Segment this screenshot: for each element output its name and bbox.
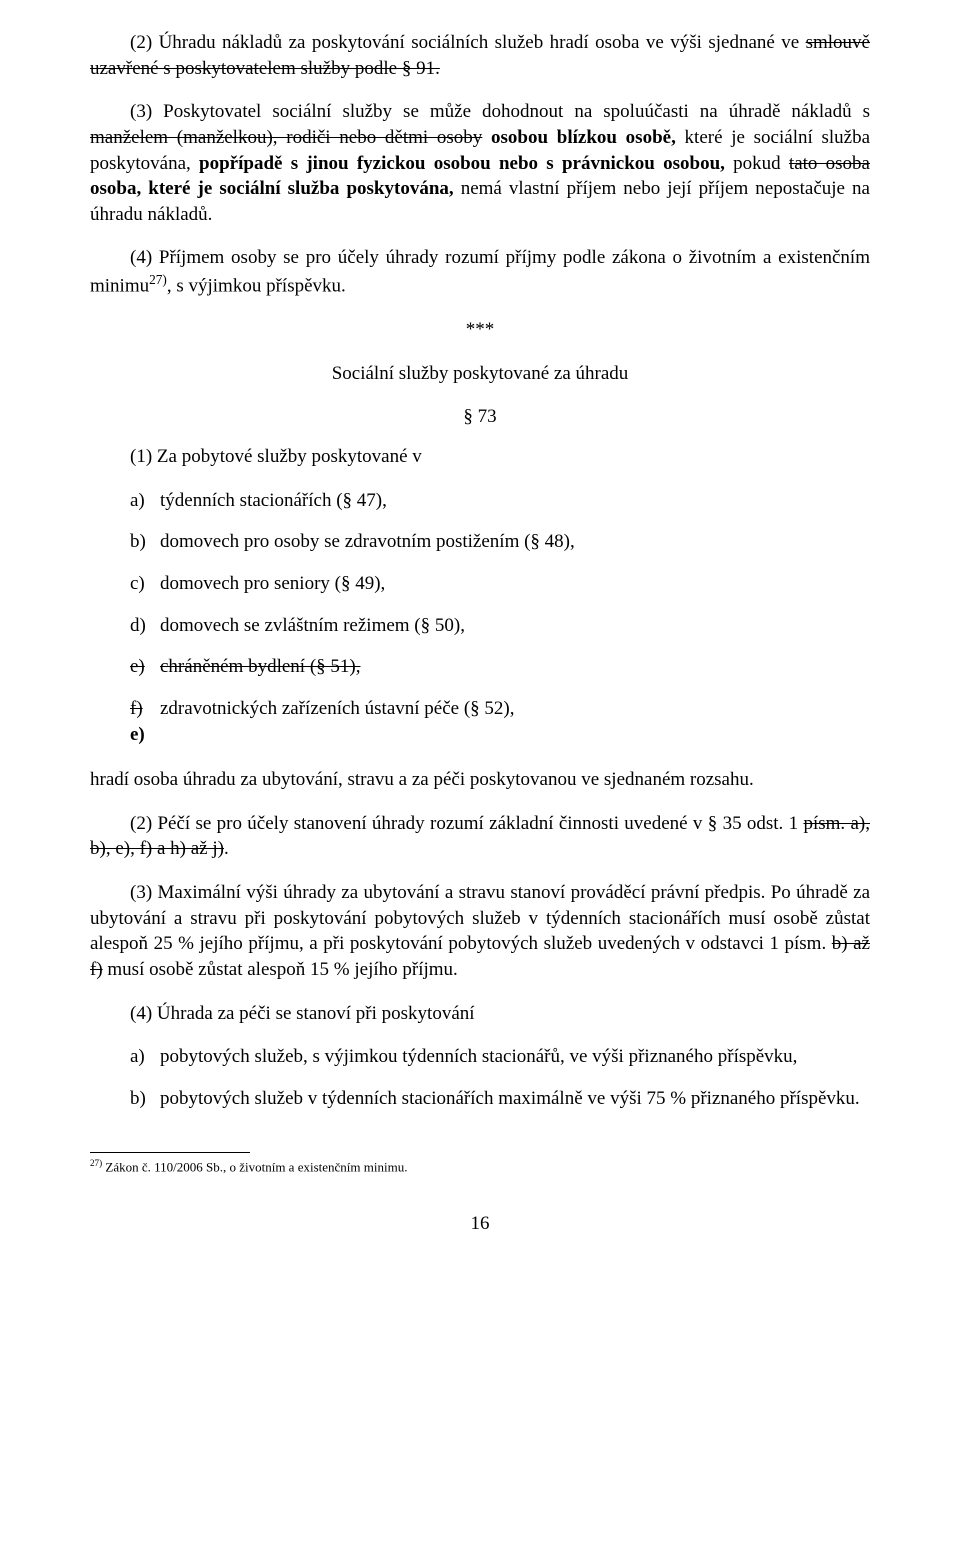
- p73-2-b: .: [224, 838, 229, 859]
- p4-sup: 27): [149, 272, 167, 287]
- p73-4-intro: (4) Úhrada za péči se stanoví při poskyt…: [90, 1001, 870, 1027]
- list-marker: d): [130, 613, 160, 639]
- p73-3-b: musí osobě zůstat alespoň 15 % jejího př…: [103, 959, 458, 980]
- section-73-label: § 73: [90, 404, 870, 430]
- p73-2: (2) Péčí se pro účely stanovení úhrady r…: [90, 811, 870, 862]
- list-text: domovech pro seniory (§ 49),: [160, 571, 870, 597]
- p4-b: , s výjimkou příspěvku.: [167, 275, 346, 296]
- p3-bold3: osoba, které je sociální služba poskytov…: [90, 178, 454, 199]
- list-marker: b): [130, 529, 160, 555]
- list-item-a: a) týdenních stacionářích (§ 47),: [130, 488, 870, 514]
- p73-3-a: (3) Maximální výši úhrady za ubytování a…: [90, 882, 870, 954]
- list-marker: a): [130, 1044, 160, 1070]
- stars-separator: ***: [90, 317, 870, 343]
- paragraph-3: (3) Poskytovatel sociální služby se může…: [90, 99, 870, 227]
- paragraph-2: (2) Úhradu nákladů za poskytování sociál…: [90, 30, 870, 81]
- p3-bold2: popřípadě s jinou fyzickou osobou nebo s…: [199, 153, 725, 174]
- list-text: týdenních stacionářích (§ 47),: [160, 488, 870, 514]
- p73-1-intro: (1) Za pobytové služby poskytované v: [90, 444, 870, 470]
- p3-b: [482, 127, 491, 148]
- p3-bold1: osobou blízkou osobě,: [491, 127, 676, 148]
- paragraph-4: (4) Příjmem osoby se pro účely úhrady ro…: [90, 245, 870, 299]
- list-item-d: d) domovech se zvláštním režimem (§ 50),: [130, 613, 870, 639]
- list-marker: c): [130, 571, 160, 597]
- list-marker: a): [130, 488, 160, 514]
- list2-item-a: a) pobytových služeb, s výjimkou týdenní…: [130, 1044, 870, 1070]
- old-marker: f): [130, 698, 143, 719]
- list-text: pobytových služeb, s výjimkou týdenních …: [160, 1044, 870, 1070]
- list-marker: b): [130, 1086, 160, 1112]
- list-1: a) týdenních stacionářích (§ 47), b) dom…: [90, 488, 870, 747]
- p2-text: (2) Úhradu nákladů za poskytování sociál…: [130, 32, 806, 53]
- list-item-e: e) chráněném bydlení (§ 51),: [130, 654, 870, 680]
- list-text: pobytových služeb v týdenních stacionáří…: [160, 1086, 870, 1112]
- list-text: chráněném bydlení (§ 51),: [160, 654, 870, 680]
- list-text: domovech se zvláštním režimem (§ 50),: [160, 613, 870, 639]
- list-item-c: c) domovech pro seniory (§ 49),: [130, 571, 870, 597]
- list-text: domovech pro osoby se zdravotním postiže…: [160, 529, 870, 555]
- p3-a: (3) Poskytovatel sociální služby se může…: [130, 101, 870, 122]
- p3-strike2: tato osoba: [789, 153, 870, 174]
- footnote-sup: 27): [90, 1158, 102, 1168]
- heading-services: Sociální služby poskytované za úhradu: [90, 361, 870, 387]
- p73-2-a: (2) Péčí se pro účely stanovení úhrady r…: [130, 813, 803, 834]
- page-number: 16: [90, 1211, 870, 1237]
- new-marker: e): [130, 724, 145, 745]
- list-text: zdravotnických zařízeních ústavní péče (…: [160, 696, 870, 747]
- list-item-b: b) domovech pro osoby se zdravotním post…: [130, 529, 870, 555]
- p73-3: (3) Maximální výši úhrady za ubytování a…: [90, 880, 870, 983]
- footnote-separator: [90, 1152, 250, 1153]
- list-marker: e): [130, 654, 160, 680]
- list2-item-b: b) pobytových služeb v týdenních stacion…: [130, 1086, 870, 1112]
- footnote-27: 27) Zákon č. 110/2006 Sb., o životním a …: [90, 1157, 870, 1176]
- p3-strike1: manželem (manželkou), rodiči nebo dětmi …: [90, 127, 482, 148]
- list-item-f: f) e) zdravotnických zařízeních ústavní …: [130, 696, 870, 747]
- footnote-text: Zákon č. 110/2006 Sb., o životním a exis…: [102, 1159, 407, 1174]
- p73-1-tail: hradí osoba úhradu za ubytování, stravu …: [90, 767, 870, 793]
- p3-d: pokud: [725, 153, 789, 174]
- list-2: a) pobytových služeb, s výjimkou týdenní…: [90, 1044, 870, 1111]
- document-page: (2) Úhradu nákladů za poskytování sociál…: [0, 0, 960, 1541]
- list-marker: f) e): [130, 696, 160, 747]
